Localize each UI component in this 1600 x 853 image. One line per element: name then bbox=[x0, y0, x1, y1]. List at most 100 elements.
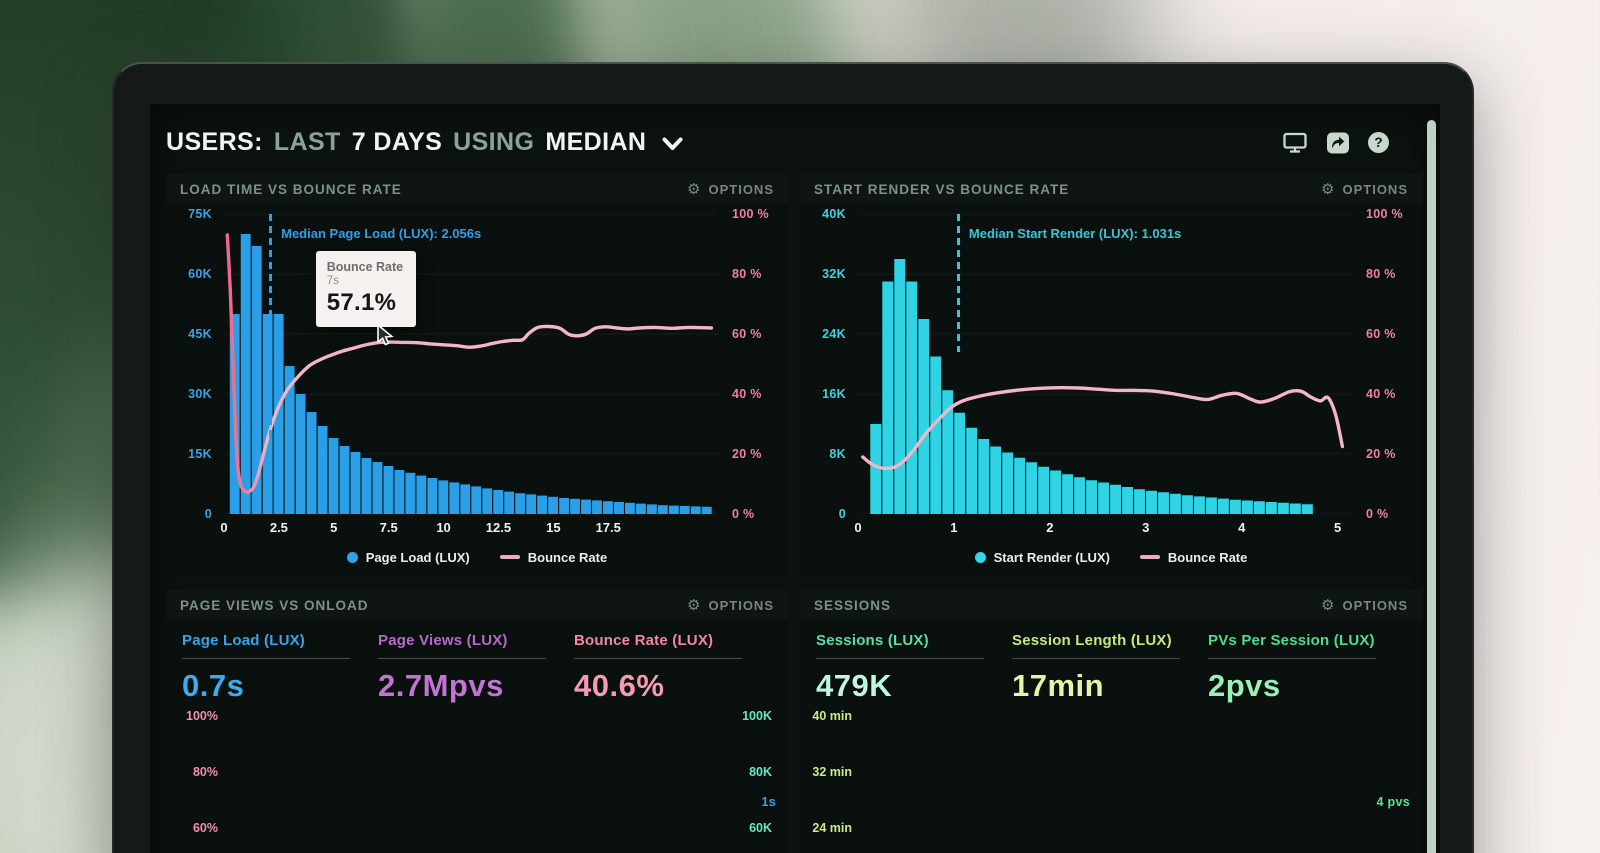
x-axis-tick: 17.5 bbox=[595, 520, 621, 535]
axis-tick: 32 min bbox=[812, 765, 852, 779]
tooltip-subtitle: 7s bbox=[326, 274, 339, 287]
metric-value: 479K bbox=[816, 668, 893, 703]
axis-tick: 0 % bbox=[732, 507, 755, 521]
legend-label: Page Load (LUX) bbox=[365, 549, 470, 565]
axis-tick: 0 bbox=[838, 507, 846, 521]
panel-title: START RENDER VS BOUNCE RATE bbox=[814, 181, 1070, 197]
options-button[interactable]: ⚙ OPTIONS bbox=[687, 597, 774, 613]
dashboard-screen: USERS: LAST 7 DAYS USING MEDIAN bbox=[150, 104, 1440, 853]
options-button[interactable]: ⚙ OPTIONS bbox=[1321, 595, 1408, 614]
y-axis-right: 100K 80K 60K 40 min 32 min 24 min bbox=[742, 709, 858, 835]
axis-tick: 3.2 pvs bbox=[1366, 851, 1411, 853]
display-mode-button[interactable] bbox=[1282, 131, 1309, 154]
options-label: OPTIONS bbox=[708, 597, 774, 613]
median-label: Median Start Render (LUX): 1.031s bbox=[968, 226, 1182, 241]
axis-tick: 60 % bbox=[732, 327, 762, 341]
panel-page-views-vs-onload: PAGE VIEWS VS ONLOAD ⚙ OPTIONS Page Load… bbox=[166, 590, 788, 853]
metric-label: Page Load (LUX) bbox=[182, 632, 306, 649]
metric-value: 40.6% bbox=[574, 668, 665, 703]
axis-tick: 0.8s bbox=[750, 851, 776, 853]
x-axis-tick: 3 bbox=[1142, 520, 1150, 535]
legend-marker bbox=[346, 551, 358, 563]
metric: Bounce Rate (LUX) 40.6% bbox=[574, 632, 770, 704]
y-axis-right: 500K400K300K100%80%60% bbox=[166, 709, 224, 835]
y-axis-left: 40K 32K 24K 16K 8K 0 bbox=[800, 207, 858, 521]
x-axis-tick: 5 bbox=[330, 520, 338, 535]
load-time-vs-bounce-rate-chart bbox=[224, 214, 718, 514]
load-time-plot: Median Page Load (LUX): 2.056s Bounce Ra… bbox=[224, 214, 718, 514]
header-icons: ? bbox=[1282, 131, 1390, 154]
axis-tick: 100% bbox=[186, 709, 218, 723]
legend-marker bbox=[1139, 555, 1160, 559]
axis-tick: 100 % bbox=[732, 207, 769, 221]
users-range-dropdown[interactable]: USERS: LAST 7 DAYS USING MEDIAN bbox=[166, 128, 683, 157]
axis-tick: 100 % bbox=[1366, 207, 1403, 221]
x-axis-tick: 10 bbox=[436, 520, 451, 535]
panel-header: LOAD TIME VS BOUNCE RATE ⚙ OPTIONS bbox=[166, 174, 788, 204]
start-render-vs-bounce-rate-chart bbox=[858, 214, 1352, 514]
panel-header: START RENDER VS BOUNCE RATE ⚙ OPTIONS bbox=[800, 174, 1422, 204]
options-button[interactable]: ⚙ OPTIONS bbox=[687, 181, 774, 197]
x-axis: 0 1 2 3 4 5 bbox=[854, 514, 1352, 540]
median-line bbox=[269, 214, 273, 505]
tooltip-title: Bounce Rate bbox=[326, 259, 404, 274]
title-segment: MEDIAN bbox=[545, 127, 647, 156]
x-axis-tick: 0 bbox=[854, 520, 862, 535]
metric: Session Length (LUX) 17min bbox=[1012, 632, 1208, 704]
y-axis-right: 100 % 80 % 60 % 40 % 20 % 0 % bbox=[1352, 207, 1422, 521]
axis-tick: 8K bbox=[829, 447, 846, 461]
share-button[interactable] bbox=[1326, 131, 1350, 154]
start-render-plot: Median Start Render (LUX): 1.031s bbox=[858, 214, 1352, 514]
axis-tick: 80 % bbox=[1366, 267, 1396, 281]
metric-value: 17min bbox=[1012, 668, 1105, 703]
scrollbar-thumb[interactable] bbox=[1427, 120, 1436, 853]
metric-value: 0.7s bbox=[182, 668, 245, 703]
axis-tick: 60 % bbox=[1366, 327, 1396, 341]
options-button[interactable]: ⚙ OPTIONS bbox=[1321, 181, 1408, 197]
chart-area: 40K 32K 24K 16K 8K 0 Median Start Render (LUX… bbox=[800, 204, 1422, 574]
panel-title: SESSIONS bbox=[814, 597, 892, 613]
x-axis-tick: 1 bbox=[950, 520, 958, 535]
metric-label: PVs Per Session (LUX) bbox=[1208, 632, 1375, 649]
axis-tick: 75K bbox=[188, 207, 212, 221]
page-title: USERS: LAST 7 DAYS USING MEDIAN bbox=[166, 128, 648, 157]
gear-icon: ⚙ bbox=[1321, 595, 1336, 614]
metric-divider bbox=[378, 658, 546, 659]
x-axis-tick: 4 bbox=[1238, 520, 1246, 535]
axis-tick: 16K bbox=[822, 387, 846, 401]
axis-tick: 60K bbox=[749, 821, 772, 835]
title-segment: USERS: bbox=[166, 127, 263, 156]
x-axis-tick: 7.5 bbox=[379, 520, 398, 535]
metric: Sessions (LUX) 479K bbox=[816, 632, 1012, 704]
metric: Page Load (LUX) 0.7s bbox=[182, 632, 378, 704]
legend-label: Bounce Rate bbox=[1167, 549, 1248, 565]
axis-tick: 20 % bbox=[1366, 447, 1396, 461]
axis-tick: 40 min bbox=[812, 709, 852, 723]
help-button[interactable]: ? bbox=[1367, 131, 1390, 154]
panel-grid: LOAD TIME VS BOUNCE RATE ⚙ OPTIONS 75K 60… bbox=[166, 174, 1422, 853]
axis-tick: 1s bbox=[761, 795, 776, 809]
options-label: OPTIONS bbox=[1342, 181, 1408, 197]
median-label: Median Page Load (LUX): 2.056s bbox=[281, 226, 482, 241]
metric-divider bbox=[1208, 658, 1376, 659]
metric-divider bbox=[574, 658, 742, 659]
chevron-down-icon bbox=[662, 137, 683, 150]
axis-tick: 45K bbox=[188, 327, 212, 341]
axis-tick: 32K bbox=[822, 267, 846, 281]
axis-tick: 24 min bbox=[812, 821, 852, 835]
legend-label: Bounce Rate bbox=[527, 549, 608, 565]
mouse-cursor-icon bbox=[376, 322, 394, 346]
metric: Page Views (LUX) 2.7Mpvs bbox=[378, 632, 574, 704]
axis-tick: 80K bbox=[749, 765, 772, 779]
x-axis-tick: 2 bbox=[1046, 520, 1054, 535]
metric-label: Session Length (LUX) bbox=[1012, 632, 1172, 649]
tooltip-value: 57.1% bbox=[326, 288, 397, 316]
help-icon: ? bbox=[1368, 131, 1389, 153]
x-axis-tick: 0 bbox=[220, 520, 228, 535]
metric-label: Page Views (LUX) bbox=[378, 632, 508, 649]
legend-label: Start Render (LUX) bbox=[993, 549, 1110, 565]
legend-item: Bounce Rate bbox=[499, 549, 608, 565]
chart-area: 75K 60K 45K 30K 15K 0 Median Page Load (LUX):… bbox=[166, 204, 788, 574]
metric-label: Bounce Rate (LUX) bbox=[574, 632, 714, 649]
